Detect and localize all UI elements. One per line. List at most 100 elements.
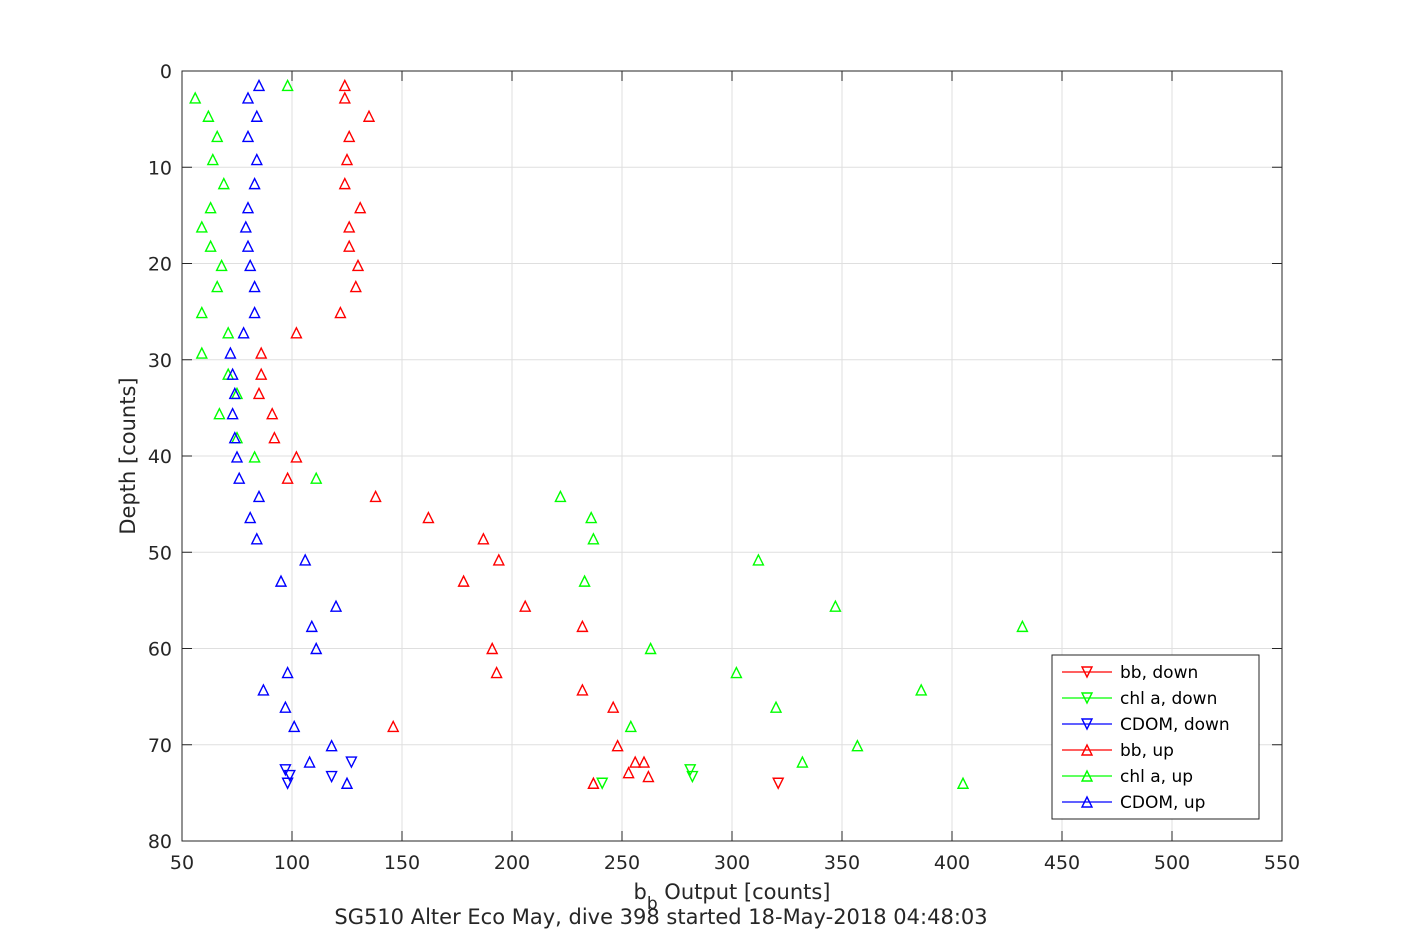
y-tick-label: 30 [148,350,172,372]
data-point [279,700,292,713]
data-point [587,532,600,545]
data-point [915,683,928,696]
data-point [228,431,241,444]
x-tick-label: 250 [604,852,640,874]
legend-marker [1080,718,1094,731]
data-point [642,769,655,783]
data-point [345,756,358,769]
data-point [576,683,589,696]
legend-label: bb, down [1120,663,1198,683]
x-tick-label: 400 [934,852,970,874]
data-point [354,201,367,214]
legend-marker [1080,666,1094,679]
legend-label: chl a, up [1120,767,1193,787]
data-point [851,739,864,752]
data-point [772,777,785,790]
data-point [684,764,697,777]
data-point [457,574,470,587]
data-point [250,152,263,166]
y-tick-label: 0 [160,61,172,83]
data-point [195,220,208,233]
data-point [281,777,294,790]
data-point [217,177,230,190]
x-tick-label: 350 [824,852,860,874]
data-point [226,367,239,380]
x-axis-label: bb Output [counts] [633,880,830,914]
data-point [283,769,296,783]
legend: bb, down chl a, down CDOM, down bb, up chl a… [1051,654,1260,820]
chart-title: SG510 Alter Eco May, dive 398 started 18… [334,905,987,929]
data-point [587,776,600,789]
data-point [362,109,376,122]
data-point [290,450,303,463]
y-tick-label: 80 [148,831,172,853]
y-tick-label: 10 [148,157,172,179]
data-point [585,511,598,524]
data-point [349,280,362,293]
data-point [195,346,208,359]
data-point [279,764,292,777]
legend-label: chl a, down [1120,689,1217,709]
data-point [576,619,589,633]
data-point [204,239,217,252]
data-point [241,91,255,104]
x-tick-label: 150 [384,852,420,874]
data-point [222,326,235,339]
data-point [624,719,637,733]
data-point [299,553,312,566]
data-point [211,129,224,143]
data-point [290,326,303,339]
data-point [266,407,279,420]
data-point [752,553,765,566]
legend-label: CDOM, up [1120,793,1205,813]
data-point [554,489,567,503]
data-point [241,239,255,252]
data-point [387,719,400,733]
axis-ticks: 50 100 150 200 250 300 350 400 450 500 550 0 10 20 30 4… [148,61,1300,874]
data-point [490,665,503,679]
data-point [369,489,382,503]
data-point [224,346,237,359]
data-point [244,258,257,272]
data-point [351,258,365,272]
data-point [204,201,217,214]
data-point [228,386,241,400]
y-tick-label: 50 [148,542,172,564]
data-point [206,152,219,166]
data-point [189,91,202,104]
data-point [248,177,261,190]
data-point [239,220,252,233]
data-point [202,109,215,122]
data-point [338,177,351,190]
data-point [215,258,228,272]
data-point [252,78,266,92]
data-point [310,471,323,484]
data-point [288,719,301,733]
x-tick-label: 500 [1154,852,1190,874]
data-point [213,407,226,420]
legend-marker [1080,743,1094,756]
data-point [325,739,338,752]
y-tick-label: 60 [148,639,172,661]
data-point [519,599,532,612]
data-point [578,574,591,587]
data-point [241,129,255,143]
data-point [244,511,257,524]
data-point [248,280,261,293]
y-tick-label: 70 [148,735,172,757]
data-point [305,619,318,633]
data-point [325,770,338,784]
data-point [644,641,657,655]
data-point [248,306,261,319]
legend-box [1051,654,1260,820]
x-tick-label: 50 [170,852,194,874]
data-point [255,367,268,380]
data-point [607,700,620,713]
data-point [796,755,809,768]
data-point [268,431,281,444]
data-point [334,306,347,319]
data-point [730,665,743,679]
x-axis-label-rest: Output [counts] [658,880,831,904]
data-point [338,78,351,92]
